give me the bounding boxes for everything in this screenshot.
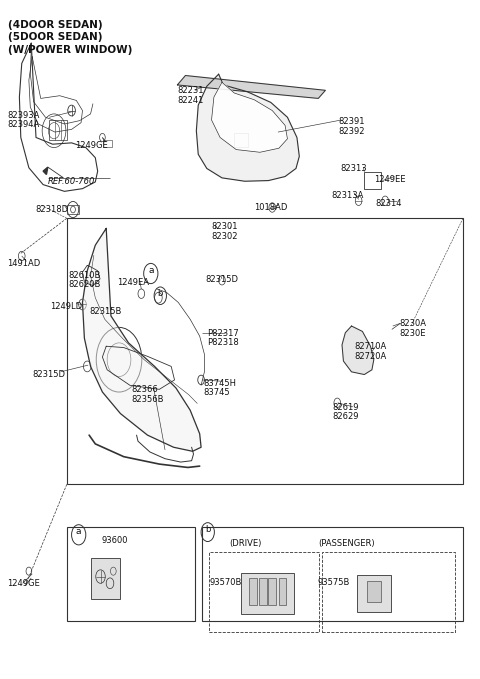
- Text: (DRIVE): (DRIVE): [229, 539, 262, 548]
- Text: 1491AD: 1491AD: [8, 259, 41, 268]
- Text: 8230E: 8230E: [399, 329, 425, 337]
- Text: 82301: 82301: [212, 222, 238, 232]
- Bar: [202, 527, 463, 621]
- Bar: [250, 578, 257, 605]
- Text: 93600: 93600: [101, 536, 128, 545]
- Text: 82241: 82241: [178, 96, 204, 105]
- Text: a: a: [76, 527, 82, 536]
- Text: 1249EA: 1249EA: [118, 278, 150, 287]
- Bar: [364, 172, 381, 189]
- Text: 83745: 83745: [203, 388, 229, 397]
- Text: 1018AD: 1018AD: [254, 204, 288, 213]
- Text: 82356B: 82356B: [131, 394, 163, 404]
- Polygon shape: [83, 228, 201, 452]
- Text: 93570B: 93570B: [209, 578, 241, 587]
- Text: 1249EE: 1249EE: [374, 175, 405, 184]
- Bar: [67, 527, 195, 621]
- Polygon shape: [342, 326, 374, 375]
- Text: 93575B: 93575B: [318, 578, 350, 587]
- Bar: [268, 578, 276, 605]
- Text: P82318: P82318: [207, 338, 239, 347]
- Text: b: b: [205, 525, 210, 534]
- Bar: [103, 140, 112, 147]
- Text: (W/POWER WINDOW): (W/POWER WINDOW): [8, 45, 132, 55]
- Bar: [241, 573, 294, 614]
- Bar: [357, 574, 391, 612]
- Text: 83745H: 83745H: [203, 379, 236, 388]
- Text: 82393A: 82393A: [8, 111, 40, 120]
- Text: 1249LD: 1249LD: [50, 301, 83, 311]
- Text: 1249GE: 1249GE: [75, 141, 108, 150]
- Text: 82313A: 82313A: [331, 191, 363, 200]
- Text: b: b: [157, 289, 163, 297]
- Polygon shape: [212, 82, 288, 152]
- Polygon shape: [178, 75, 325, 98]
- Text: (5DOOR SEDAN): (5DOOR SEDAN): [8, 33, 102, 42]
- Text: 82710A: 82710A: [355, 342, 387, 351]
- Polygon shape: [196, 74, 300, 181]
- Bar: [234, 134, 248, 147]
- Text: 1249GE: 1249GE: [8, 579, 40, 588]
- Text: 82610B: 82610B: [68, 271, 101, 280]
- Text: 8230A: 8230A: [399, 319, 426, 329]
- Text: REF.60-760: REF.60-760: [48, 177, 95, 186]
- Bar: [91, 557, 120, 600]
- Text: 82391: 82391: [339, 117, 365, 126]
- Text: 82720A: 82720A: [355, 352, 387, 361]
- Bar: [209, 552, 319, 631]
- Text: 82394A: 82394A: [8, 120, 40, 129]
- Bar: [279, 578, 287, 605]
- Text: 82315D: 82315D: [205, 275, 238, 284]
- Text: 82231: 82231: [178, 86, 204, 95]
- Text: 82392: 82392: [339, 127, 365, 136]
- Bar: [367, 581, 381, 602]
- Text: 82620B: 82620B: [68, 280, 101, 289]
- Text: 82366: 82366: [131, 385, 157, 394]
- Text: (4DOOR SEDAN): (4DOOR SEDAN): [8, 20, 102, 30]
- Bar: [259, 578, 266, 605]
- Text: 82619: 82619: [333, 403, 359, 411]
- Bar: [49, 120, 67, 140]
- Text: 82315D: 82315D: [32, 371, 65, 380]
- Text: 82314: 82314: [376, 200, 402, 208]
- Text: 82318D: 82318D: [35, 205, 68, 214]
- Bar: [322, 552, 456, 631]
- Text: 82302: 82302: [212, 232, 238, 241]
- Text: (PASSENGER): (PASSENGER): [318, 539, 374, 548]
- Bar: [67, 218, 463, 484]
- Text: 82313: 82313: [341, 164, 367, 173]
- Polygon shape: [43, 167, 48, 175]
- Text: P82317: P82317: [207, 329, 239, 337]
- Text: a: a: [148, 265, 154, 274]
- Text: 82629: 82629: [333, 412, 359, 421]
- Text: 82315B: 82315B: [89, 307, 121, 316]
